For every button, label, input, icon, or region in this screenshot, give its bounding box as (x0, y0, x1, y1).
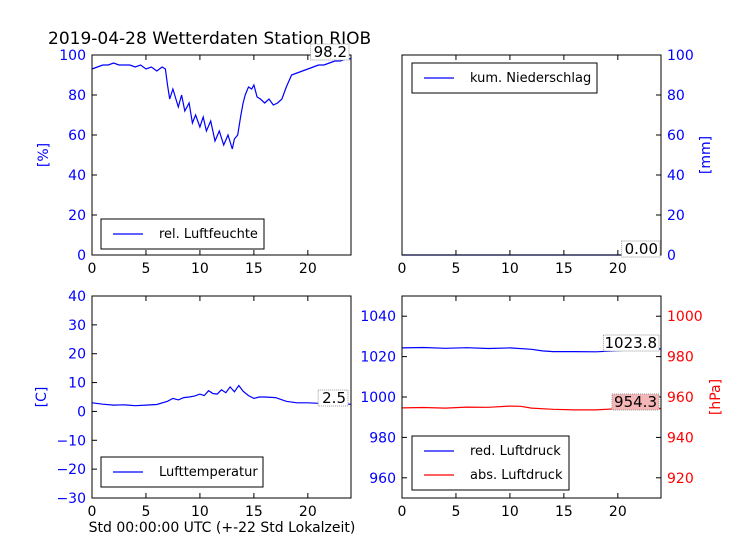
humidity-panel: 0 5 10 15 20 0 20 40 60 80 100 [%] rel. Luftfeuchte 9… (36, 43, 352, 277)
pressure-ytick-label: 1040 (360, 309, 396, 325)
humidity-ytick-label: 80 (68, 88, 86, 104)
pressure-xtick-label: 0 (398, 504, 407, 520)
precipitation-ytick-label: 100 (667, 48, 694, 64)
figure-title: 2019-04-28 Wetterdaten Station RJOB (48, 29, 371, 49)
humidity-xtick-label: 10 (191, 261, 209, 277)
precipitation-axes-frame (401, 54, 662, 256)
humidity-axes-frame (91, 54, 352, 256)
temperature-ytick-label: 0 (77, 404, 86, 420)
temperature-ytick-label: 40 (68, 289, 86, 305)
humidity-value-label: 98.2 (314, 43, 347, 61)
humidity-ytick-label: 60 (68, 128, 86, 144)
pressure-xtick-label: 5 (451, 504, 460, 520)
precipitation-ytick-label: 0 (667, 248, 676, 264)
temperature-ytick-label: 20 (68, 347, 86, 363)
temperature-xtick-label: 20 (299, 504, 317, 520)
precipitation-xtick-label: 5 (451, 261, 460, 277)
humidity-series-line (91, 58, 352, 150)
temperature-xtick-label: 5 (141, 504, 150, 520)
precipitation-y-axis-label: [mm] (698, 136, 714, 174)
precipitation-ytick-label: 40 (667, 168, 685, 184)
temperature-value-label: 2.5 (322, 389, 346, 407)
pressure-ytick-label: 1000 (360, 390, 396, 406)
humidity-xtick-label: 5 (141, 261, 150, 277)
temperature-xtick-label: 15 (245, 504, 263, 520)
precipitation-ytick-label: 20 (667, 208, 685, 224)
pressure-xtick-label: 10 (501, 504, 519, 520)
precipitation-ytick-label: 80 (667, 88, 685, 104)
temperature-ytick-label: −30 (56, 491, 86, 507)
temperature-value-box (317, 389, 349, 407)
humidity-legend-label: rel. Luftfeuchte (159, 227, 258, 242)
temperature-xtick-label: 0 (88, 504, 97, 520)
pressure-ytick-label: 960 (667, 390, 694, 406)
pressure-panel: 0 5 10 15 20 960 980 1000 1020 1040 920 940 960 980 10… (360, 295, 724, 520)
pressure-y-axis-label: [hPa] (708, 379, 724, 415)
humidity-xtick-label: 15 (245, 261, 263, 277)
temperature-ytick-label: −20 (56, 462, 86, 478)
temperature-panel: 0 5 10 15 20 −30 −20 −10 0 10 20 30 40 [C] Lufttempera… (34, 289, 352, 520)
temperature-ytick-label: 10 (68, 376, 86, 392)
humidity-y-axis-label: [%] (36, 143, 52, 167)
humidity-ytick-label: 40 (68, 168, 86, 184)
x-axis-label: Std 00:00:00 UTC (+-22 Std Lokalzeit) (89, 520, 356, 536)
precipitation-ytick-label: 60 (667, 128, 685, 144)
pressure-ytick-label: 1000 (667, 309, 703, 325)
pressure-legend-label: red. Luftdruck (470, 444, 561, 459)
humidity-ytick-label: 0 (77, 248, 86, 264)
humidity-xtick-label: 20 (299, 261, 317, 277)
pressure-ytick-label: 1020 (360, 350, 396, 366)
humidity-value-box (310, 43, 350, 61)
pressure-ytick-label: 980 (369, 430, 396, 446)
pressure-value-box (611, 393, 660, 411)
temperature-y-axis-label: [C] (34, 387, 50, 408)
precipitation-panel: 0 5 10 15 20 0 20 40 60 80 100 [mm] kum. Niederschla… (398, 48, 714, 277)
pressure-ytick-label: 920 (667, 471, 694, 487)
pressure-xtick-label: 15 (555, 504, 573, 520)
pressure-ytick-label: 980 (667, 350, 694, 366)
temperature-ytick-label: −10 (56, 433, 86, 449)
precipitation-value-label: 0.00 (625, 240, 658, 258)
humidity-ytick-label: 100 (59, 48, 86, 64)
temperature-xtick-label: 10 (191, 504, 209, 520)
precipitation-xtick-label: 20 (609, 261, 627, 277)
humidity-ytick-label: 20 (68, 208, 86, 224)
precipitation-xtick-label: 15 (555, 261, 573, 277)
humidity-xtick-label: 0 (88, 261, 97, 277)
precipitation-xtick-label: 10 (501, 261, 519, 277)
pressure-value-box (602, 334, 660, 352)
pressure-ytick-label: 960 (369, 471, 396, 487)
temperature-axes-frame (91, 295, 352, 499)
pressure-legend (411, 435, 570, 491)
pressure-value-label: 1023.8 (605, 334, 658, 352)
pressure-value-label: 954.3 (614, 393, 657, 411)
precipitation-value-box (621, 240, 661, 258)
temperature-ytick-label: 30 (68, 318, 86, 334)
precipitation-legend-label: kum. Niederschlag (470, 71, 591, 86)
temperature-series-line (91, 384, 351, 407)
temperature-legend-label: Lufttemperatur (159, 465, 258, 480)
pressure-xtick-label: 20 (609, 504, 627, 520)
precipitation-xtick-label: 0 (398, 261, 407, 277)
pressure-legend-label: abs. Luftdruck (470, 468, 563, 483)
pressure-ytick-label: 940 (667, 430, 694, 446)
